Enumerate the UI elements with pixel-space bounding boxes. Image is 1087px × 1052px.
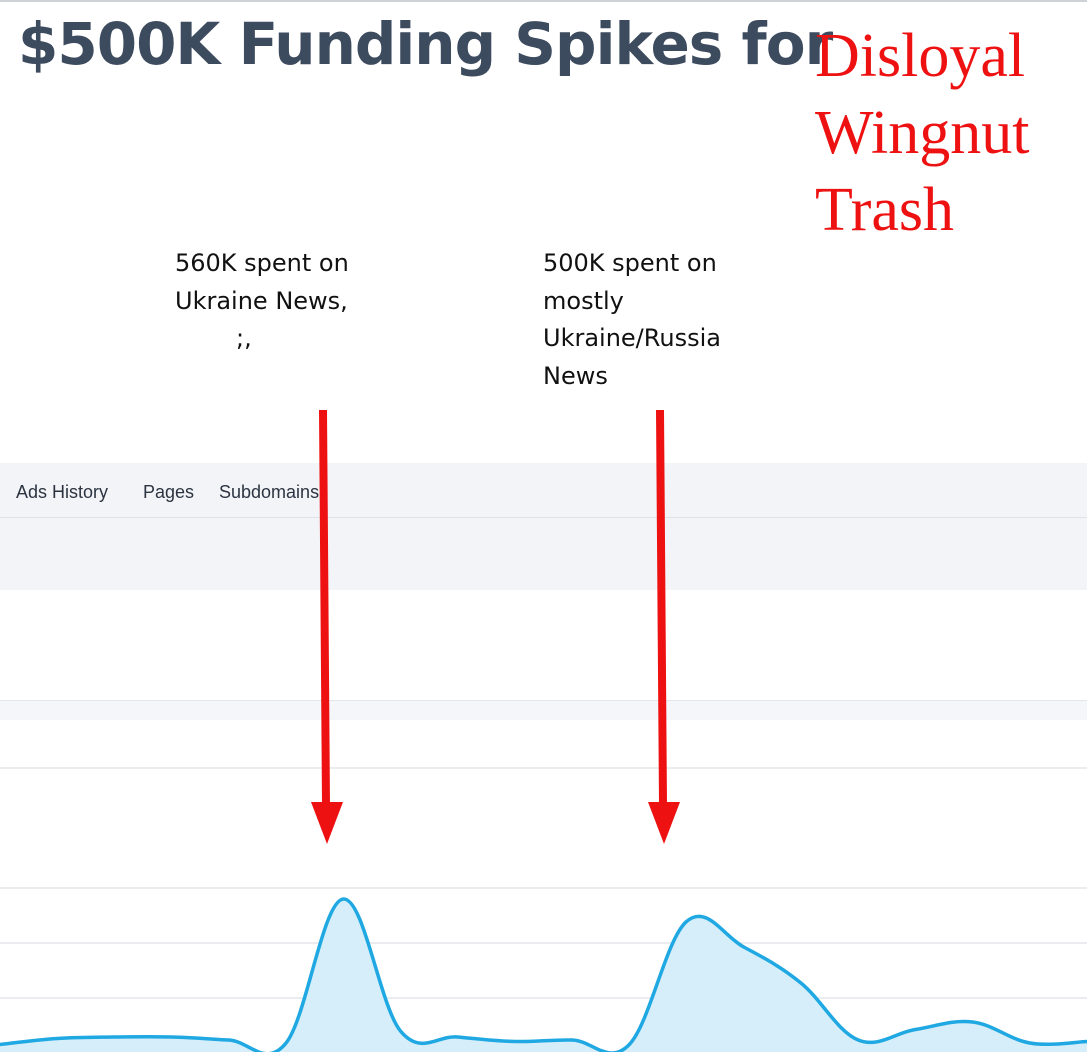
annotation-left: 560K spent on Ukraine News, ;, (175, 245, 349, 358)
tab-bar: Ads History Pages Subdomains (0, 463, 1087, 518)
series-line (0, 897, 1087, 1052)
annotation-left-line: 560K spent on (175, 249, 349, 277)
annotation-right-line: News (543, 361, 608, 390)
overlay-line: Disloyal (815, 22, 1026, 90)
annotation-right: 500K spent on mostly Ukraine/Russia News (543, 245, 721, 395)
overlay-line: Wingnut (815, 99, 1030, 167)
annotation-left-line: ;, (175, 324, 252, 352)
traffic-chart (0, 767, 1087, 1052)
annotation-right-line: mostly (543, 286, 624, 315)
annotation-left-line: Ukraine News, (175, 286, 348, 315)
overlay-caption: Disloyal Wingnut Trash (815, 18, 1030, 249)
tab-pages[interactable]: Pages (143, 482, 195, 502)
tab-ads-history[interactable]: Ads History (16, 482, 109, 502)
page-title: $500K Funding Spikes for (18, 10, 833, 78)
toolbar-band (0, 518, 1087, 590)
series-points (0, 897, 1087, 1047)
tab-subdomains[interactable]: Subdomains (219, 482, 320, 502)
overlay-line: Trash (815, 176, 954, 244)
annotation-right-line: 500K spent on (543, 249, 717, 277)
series-area (0, 898, 1087, 1052)
annotation-right-line: Ukraine/Russia (543, 324, 721, 352)
chart-header-band (0, 700, 1087, 720)
top-border (0, 0, 1087, 2)
chart-grid (0, 767, 1087, 999)
